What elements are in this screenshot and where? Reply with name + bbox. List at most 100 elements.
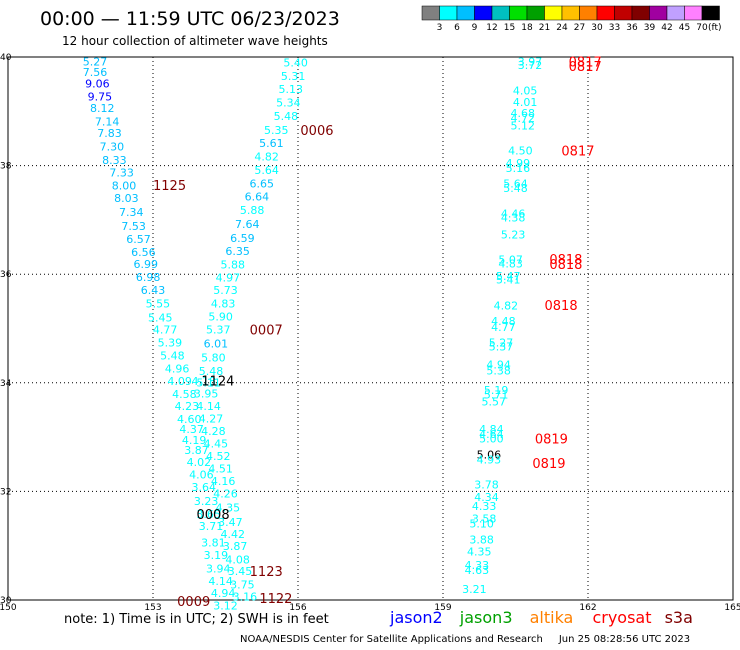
wave-height-label: 3.58 [472, 513, 497, 526]
wave-height-label: 4.34 [474, 491, 499, 504]
wave-height-label: 4.77 [153, 324, 178, 337]
legend-tick-label: 12 [486, 23, 497, 33]
legend-color-swatch [701, 5, 720, 21]
wave-height-label: 4.16 [211, 475, 236, 488]
wave-height-label: 3.88 [469, 534, 494, 547]
wave-height-label: 5.71 [484, 389, 509, 402]
y-tick-label: 30 [0, 596, 12, 606]
wave-height-label: 4.14 [196, 400, 221, 413]
wave-height-label: 3.45 [228, 565, 253, 578]
wave-height-label: 5.64 [503, 178, 528, 191]
wave-height-label: 5.10 [469, 517, 494, 530]
wave-height-label: 5.39 [158, 337, 183, 350]
legend-tick-label: 21 [539, 23, 550, 33]
y-tick-label: 32 [0, 487, 11, 497]
wave-height-label: 5.48 [199, 365, 224, 378]
legend-color-swatch [579, 5, 598, 21]
wave-height-label: 4.35 [216, 502, 241, 515]
wave-height-label: 5.16 [506, 162, 531, 175]
pass-time-label: 1122 [259, 592, 292, 607]
wave-height-label: 6.01 [204, 338, 229, 351]
x-tick-label: 162 [579, 603, 596, 613]
wave-height-label: 4.14 [208, 575, 233, 588]
wave-height-label: 5.48 [274, 110, 299, 123]
wave-height-label: 8.12 [90, 102, 115, 115]
wave-height-label: 3.97 [518, 55, 543, 68]
wave-height-label: 5.07 [498, 254, 523, 267]
wave-height-label: 5.11 [196, 376, 221, 389]
legend-color-swatch [614, 5, 633, 21]
wave-height-label: 3.21 [462, 583, 487, 596]
wave-height-label: 4.97 [216, 271, 241, 284]
wave-height-label: 3.16 [233, 591, 258, 604]
pass-time-label: 0819 [535, 433, 568, 448]
map-frame [7, 56, 734, 601]
legend-color-swatch [509, 5, 528, 21]
pass-time-label: 0006 [300, 124, 333, 139]
wave-height-label: 4.82 [254, 150, 279, 163]
wave-height-label: 7.34 [119, 206, 144, 219]
pass-time-label: 0819 [532, 457, 565, 472]
satellite-legend: jason2 jason3 altika cryosat s3a [390, 608, 693, 627]
wave-height-label: 5.27 [83, 55, 108, 68]
wave-height-label: 3.65 [196, 508, 221, 521]
wave-height-label: 5.27 [489, 337, 514, 350]
wave-height-label: 4.60 [177, 413, 202, 426]
wave-height-label: 6.56 [131, 246, 156, 259]
legend-tick-label: 70 [696, 23, 708, 33]
wave-height-label: 3.81 [201, 536, 226, 549]
wave-height-label: 4.63 [465, 564, 490, 577]
wave-height-label: 4.18 [192, 375, 217, 388]
legend-tick-label: 45 [679, 23, 690, 33]
legend-tick-label: 15 [504, 23, 515, 33]
sat-jason3: jason3 [459, 608, 513, 627]
sat-s3a: s3a [664, 608, 693, 627]
pass-time-label: 0817 [569, 55, 602, 70]
wave-height-label: 5.47 [496, 270, 521, 283]
wave-height-label: 5.48 [503, 182, 528, 195]
wave-height-label: 7.33 [109, 167, 134, 180]
wave-height-label: 4.52 [206, 450, 231, 463]
wave-height-label: 9.06 [85, 78, 110, 91]
pass-time-label: 0818 [549, 253, 582, 268]
wave-height-label: 5.00 [479, 433, 504, 446]
y-tick-label: 36 [0, 270, 12, 280]
wave-height-label: 5.23 [501, 229, 526, 242]
wave-height-label: 4.51 [208, 463, 233, 476]
x-tick-label: 159 [434, 603, 451, 613]
legend-tick-label: 18 [521, 23, 533, 33]
wave-height-label: 4.58 [172, 388, 197, 401]
wave-height-label: 3.64 [192, 481, 217, 494]
wave-height-label: 4.06 [189, 469, 214, 482]
wave-height-label: 6.35 [225, 245, 250, 258]
wave-height-label: 5.80 [201, 351, 226, 364]
sat-altika: altika [529, 608, 574, 627]
wave-height-label: 4.42 [221, 528, 246, 541]
wave-height-label: 5.38 [486, 364, 511, 377]
wave-height-label: 3.78 [474, 478, 499, 491]
wave-height-label: 3.47 [218, 516, 243, 529]
wave-height-label: 5.73 [213, 284, 238, 297]
wave-height-label: 5.34 [276, 97, 301, 110]
wave-height-label: 7.30 [100, 141, 125, 154]
wave-height-label: 4.26 [213, 488, 238, 501]
legend-tick-label: 3 [437, 23, 443, 33]
y-tick-label: 34 [0, 379, 12, 389]
pass-time-label: 1123 [250, 565, 283, 580]
wave-height-label: 8.03 [114, 192, 139, 205]
wave-height-label: 7.56 [83, 66, 108, 79]
wave-height-label: 4.35 [467, 546, 492, 559]
legend-tick-label: 42 [661, 23, 672, 33]
generated-timestamp: Jun 25 08:28:56 UTC 2023 [558, 634, 691, 645]
legend-color-swatch [439, 5, 458, 21]
wave-height-label: 5.45 [148, 312, 173, 325]
wave-height-label: 5.37 [489, 340, 514, 353]
wave-height-label: 5.48 [160, 350, 185, 363]
wave-height-label: 8.33 [102, 154, 127, 167]
pass-time-label: 0818 [545, 299, 578, 314]
wave-height-label: 4.19 [182, 434, 207, 447]
wave-height-label: 6.43 [141, 284, 166, 297]
wave-height-label: 4.82 [494, 300, 519, 313]
pass-time-label: 1124 [201, 375, 234, 390]
